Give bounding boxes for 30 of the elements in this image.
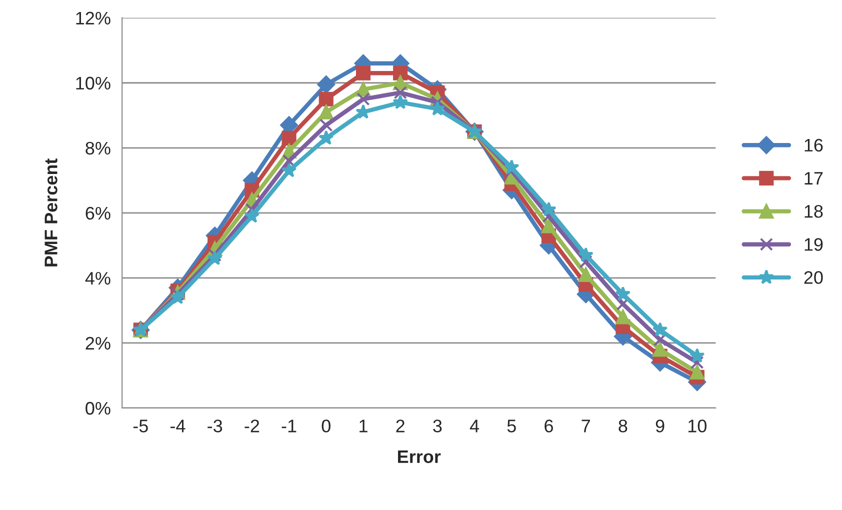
- x-tick-label: 10: [688, 420, 706, 432]
- y-axis-title: PMF Percent: [44, 158, 58, 266]
- x-tick-label: -1: [282, 420, 296, 432]
- x-tick-label: 3: [433, 420, 442, 432]
- x-tick-label: 1: [360, 420, 368, 432]
- x-tick-label: -4: [170, 420, 186, 432]
- y-tick-label: 4%: [85, 272, 110, 285]
- y-tick-label: 6%: [86, 206, 110, 220]
- x-tick-label: 6: [544, 420, 553, 432]
- x-tick-label: 5: [507, 420, 516, 432]
- x-tick-label: 8: [618, 420, 628, 432]
- x-tick-label: 4: [470, 420, 480, 432]
- legend-label: 20: [804, 271, 823, 284]
- y-tick-label: 8%: [86, 142, 110, 155]
- legend-label: 17: [804, 172, 823, 185]
- x-tick-label: 2: [396, 420, 404, 432]
- x-tick-label: 0: [322, 420, 330, 432]
- y-tick-label: 10%: [76, 76, 110, 90]
- legend-label: 18: [804, 204, 823, 218]
- x-tick-label: -2: [244, 420, 260, 432]
- legend-label: 16: [804, 138, 823, 152]
- x-tick-label: 7: [582, 420, 590, 432]
- legend-label: 19: [804, 238, 823, 251]
- x-axis-title: Error: [398, 450, 441, 464]
- x-tick-label: -3: [208, 420, 222, 432]
- y-tick-label: 0%: [86, 402, 110, 415]
- x-tick-label: 9: [656, 420, 664, 432]
- x-tick-label: -5: [133, 420, 148, 432]
- y-tick-label: 12%: [76, 12, 110, 24]
- y-tick-label: 2%: [86, 336, 110, 350]
